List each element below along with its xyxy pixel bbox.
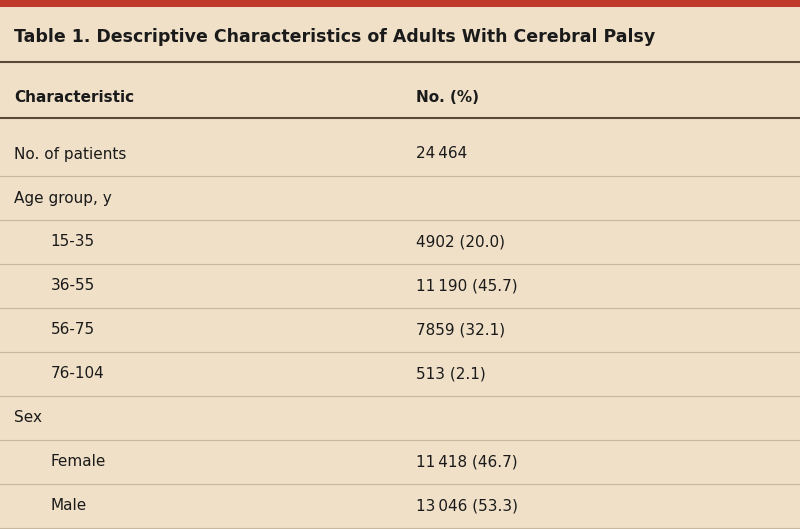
Text: No. (%): No. (%): [416, 90, 479, 105]
Text: No. of patients: No. of patients: [14, 147, 126, 161]
Text: 11 418 (46.7): 11 418 (46.7): [416, 454, 518, 470]
Text: 4902 (20.0): 4902 (20.0): [416, 234, 505, 250]
Text: 15-35: 15-35: [50, 234, 94, 250]
Text: Sex: Sex: [14, 411, 42, 425]
Text: 36-55: 36-55: [50, 278, 94, 294]
Bar: [0, 0, 800, 7]
Text: Female: Female: [50, 454, 106, 470]
Text: 76-104: 76-104: [50, 367, 104, 381]
Text: Male: Male: [50, 498, 86, 514]
Text: 11 190 (45.7): 11 190 (45.7): [416, 278, 518, 294]
Text: Characteristic: Characteristic: [14, 90, 134, 105]
Text: 13 046 (53.3): 13 046 (53.3): [416, 498, 518, 514]
Text: 24 464: 24 464: [416, 147, 467, 161]
Text: Age group, y: Age group, y: [14, 190, 112, 205]
Text: Table 1. Descriptive Characteristics of Adults With Cerebral Palsy: Table 1. Descriptive Characteristics of …: [14, 28, 655, 46]
Text: 513 (2.1): 513 (2.1): [416, 367, 486, 381]
Text: 7859 (32.1): 7859 (32.1): [416, 323, 505, 338]
Text: 56-75: 56-75: [50, 323, 94, 338]
